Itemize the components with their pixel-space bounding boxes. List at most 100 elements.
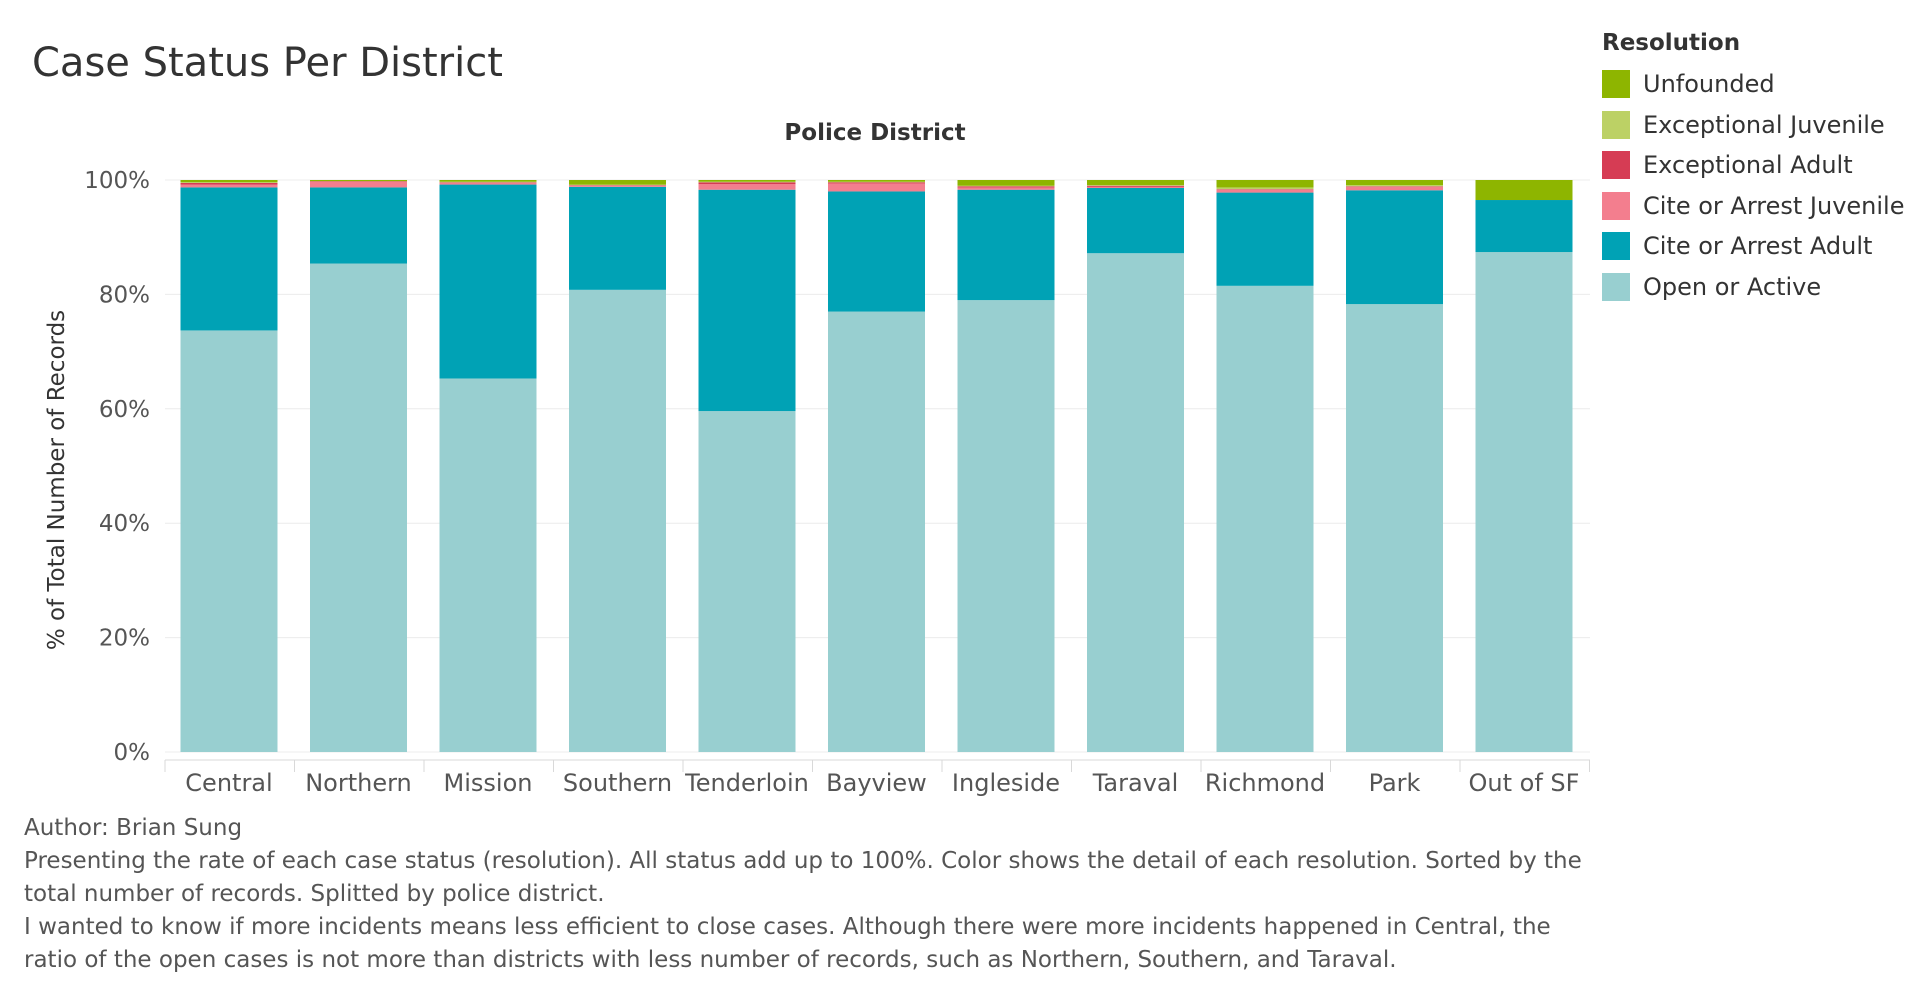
bar-segment-tenderloin-exceptional-juvenile <box>698 181 796 183</box>
legend-item: Exceptional Juvenile <box>1602 105 1912 146</box>
y-tick-label: 0% <box>114 740 151 766</box>
legend-title: Resolution <box>1602 30 1741 56</box>
legend-swatch <box>1602 70 1630 99</box>
legend-swatch <box>1602 110 1630 139</box>
bar-segment-mission-unfounded <box>439 180 537 182</box>
bar-segment-ingleside-open-or-active <box>957 300 1055 752</box>
bar-segment-park-exceptional-adult <box>1346 186 1443 187</box>
bar-segment-central-exceptional-juvenile <box>180 182 278 183</box>
bar-segment-northern-cite-or-arrest-juvenile <box>310 181 407 188</box>
legend-swatch <box>1602 272 1630 301</box>
legend-swatch <box>1602 232 1630 261</box>
legend-items: Unfounded Exceptional Juvenile Exceptional… <box>1602 64 1912 307</box>
bar-segment-bayview-exceptional-juvenile <box>828 181 925 183</box>
bar-segment-taraval-cite-or-arrest-juvenile <box>1087 186 1184 189</box>
y-tick-label: 100% <box>84 168 150 194</box>
x-tick-label: Bayview <box>826 769 927 797</box>
bar-segment-ingleside-exceptional-adult <box>957 186 1055 188</box>
bar-segment-southern-cite-or-arrest-adult <box>569 186 666 290</box>
bar-segment-mission-open-or-active <box>439 378 537 752</box>
bar-segment-richmond-unfounded <box>1216 180 1314 188</box>
bar-segment-bayview-unfounded <box>828 180 925 182</box>
bar-segment-northern-unfounded <box>310 180 407 182</box>
bar-segment-richmond-open-or-active <box>1216 285 1314 752</box>
bar-segment-southern-exceptional-adult <box>569 185 666 186</box>
caption-description: Presenting the rate of each case status … <box>24 848 1582 907</box>
bar-segment-taraval-exceptional-adult <box>1087 185 1184 187</box>
legend-item: Cite or Arrest Adult <box>1602 226 1912 267</box>
bar-segment-out-of-sf-cite-or-arrest-adult <box>1475 200 1573 253</box>
bar-segment-richmond-exceptional-adult <box>1216 189 1314 190</box>
y-tick-label: 80% <box>99 282 150 308</box>
bar-segment-bayview-cite-or-arrest-adult <box>828 191 925 312</box>
bar-segment-taraval-open-or-active <box>1087 253 1184 752</box>
bar-segment-taraval-unfounded <box>1087 180 1184 186</box>
legend-item: Unfounded <box>1602 64 1912 105</box>
x-tick-label: Southern <box>563 769 672 797</box>
y-tick-label: 40% <box>99 511 150 537</box>
bar-segment-bayview-open-or-active <box>828 311 925 752</box>
x-tick-label: Park <box>1369 769 1421 797</box>
bar-segment-taraval-cite-or-arrest-adult <box>1087 188 1184 254</box>
bar-segment-bayview-exceptional-adult <box>828 182 925 184</box>
bar-segment-southern-cite-or-arrest-juvenile <box>569 185 666 187</box>
x-tick-label: Taraval <box>1092 769 1179 797</box>
x-axis-title: Police District <box>784 120 965 146</box>
bar-segment-mission-exceptional-juvenile <box>439 181 537 183</box>
legend-label: Cite or Arrest Adult <box>1643 232 1873 261</box>
bar-segment-central-exceptional-adult <box>180 182 278 185</box>
bar-segment-northern-cite-or-arrest-adult <box>310 187 407 264</box>
legend-swatch <box>1602 151 1630 180</box>
bar-segment-mission-cite-or-arrest-juvenile <box>439 182 537 185</box>
y-axis-title: % of Total Number of Records <box>44 310 70 650</box>
bar-segment-southern-unfounded <box>569 180 666 185</box>
bar-segment-central-open-or-active <box>180 330 278 752</box>
bar-segment-richmond-exceptional-juvenile <box>1216 187 1314 190</box>
bar-segment-tenderloin-cite-or-arrest-adult <box>698 189 796 412</box>
bar-segment-northern-open-or-active <box>310 263 407 752</box>
bar-segment-ingleside-unfounded <box>957 180 1055 186</box>
y-tick-label: 60% <box>99 397 150 423</box>
y-tick-label: 20% <box>99 626 150 652</box>
bar-segment-park-open-or-active <box>1346 304 1443 752</box>
x-tick-label: Central <box>185 769 272 797</box>
bar-segment-central-cite-or-arrest-juvenile <box>180 184 278 188</box>
bar-segment-mission-cite-or-arrest-adult <box>439 184 537 379</box>
bar-segment-richmond-cite-or-arrest-juvenile <box>1216 189 1314 193</box>
bar-segment-mission-exceptional-adult <box>439 182 537 183</box>
caption: Author: Brian Sung Presenting the rate o… <box>24 812 1584 977</box>
x-tick-label: Out of SF <box>1469 769 1580 797</box>
legend-item: Open or Active <box>1602 267 1912 308</box>
bar-segment-tenderloin-open-or-active <box>698 411 796 752</box>
bar-segment-park-cite-or-arrest-adult <box>1346 190 1443 305</box>
bar-segment-tenderloin-exceptional-adult <box>698 182 796 185</box>
legend-item: Exceptional Adult <box>1602 145 1912 186</box>
legend-label: Cite or Arrest Juvenile <box>1643 191 1905 220</box>
x-tick-label: Northern <box>305 769 412 797</box>
bar-segment-park-unfounded <box>1346 180 1443 186</box>
chart-title: Case Status Per District <box>32 40 503 86</box>
legend: Resolution Unfounded Exceptional Juvenile… <box>1602 30 1912 307</box>
bar-segment-ingleside-cite-or-arrest-juvenile <box>957 187 1055 190</box>
bar-segment-central-unfounded <box>180 180 278 183</box>
bar-segment-out-of-sf-open-or-active <box>1475 252 1573 752</box>
bar-segment-park-cite-or-arrest-juvenile <box>1346 186 1443 191</box>
x-tick-label: Tenderloin <box>684 769 809 797</box>
bar-segment-park-exceptional-juvenile <box>1346 185 1443 187</box>
caption-insight: I wanted to know if more incidents means… <box>24 914 1551 973</box>
legend-label: Exceptional Adult <box>1643 151 1853 180</box>
x-tick-label: Ingleside <box>952 769 1060 797</box>
bar-segment-tenderloin-unfounded <box>698 180 796 182</box>
legend-label: Unfounded <box>1643 70 1775 99</box>
bar-segment-southern-open-or-active <box>569 289 666 752</box>
legend-label: Exceptional Juvenile <box>1643 110 1885 139</box>
y-axis-ticks: 0% 20% 40% 60% 80% 100% <box>84 168 150 766</box>
bar-segment-ingleside-cite-or-arrest-adult <box>957 189 1055 301</box>
caption-author: Author: Brian Sung <box>24 815 243 841</box>
bar-segment-bayview-cite-or-arrest-juvenile <box>828 183 925 192</box>
bar-segment-ingleside-exceptional-juvenile <box>957 185 1055 187</box>
legend-swatch <box>1602 191 1630 220</box>
bar-segment-central-cite-or-arrest-adult <box>180 187 278 331</box>
bar-segment-northern-exceptional-adult <box>310 181 407 182</box>
